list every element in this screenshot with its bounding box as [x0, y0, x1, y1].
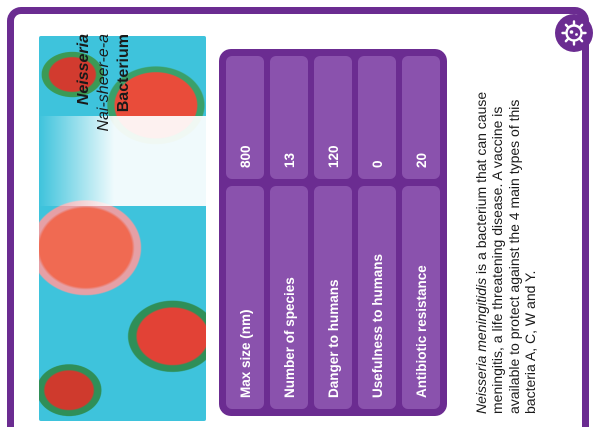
- name-block: Neisseria Nai-sheer-e-a Bacterium: [74, 34, 134, 146]
- description: Neisseria meningitidis is a bacterium th…: [473, 74, 539, 414]
- stat-row: Max size (nm) 800: [226, 56, 264, 409]
- stat-row: Usefulness to humans 0: [358, 56, 396, 409]
- stat-value: 120: [314, 56, 352, 179]
- organism-type: Bacterium: [115, 34, 132, 113]
- microscope-photo: [39, 36, 206, 421]
- stats-panel: Max size (nm) 800 Number of species 13 D…: [219, 49, 447, 416]
- stat-label: Max size (nm): [226, 186, 264, 409]
- name-band: [39, 116, 206, 206]
- stat-value: 800: [226, 56, 264, 179]
- stat-value: 13: [270, 56, 308, 179]
- stat-row: Danger to humans 120: [314, 56, 352, 409]
- stat-value: 20: [402, 56, 440, 179]
- stat-label: Usefulness to humans: [358, 186, 396, 409]
- stat-row: Number of species 13: [270, 56, 308, 409]
- microbe-icon: [555, 14, 593, 52]
- stat-value: 0: [358, 56, 396, 179]
- pronunciation: Nai-sheer-e-a: [95, 34, 112, 132]
- stat-row: Antibiotic resistance 20: [402, 56, 440, 409]
- stat-label: Number of species: [270, 186, 308, 409]
- species-name: Neisseria meningitidis: [473, 277, 489, 414]
- bacterium-card: Neisseria Nai-sheer-e-a Bacterium Max si…: [7, 7, 589, 427]
- genus-name: Neisseria: [75, 34, 92, 106]
- stat-label: Antibiotic resistance: [402, 186, 440, 409]
- stat-label: Danger to humans: [314, 186, 352, 409]
